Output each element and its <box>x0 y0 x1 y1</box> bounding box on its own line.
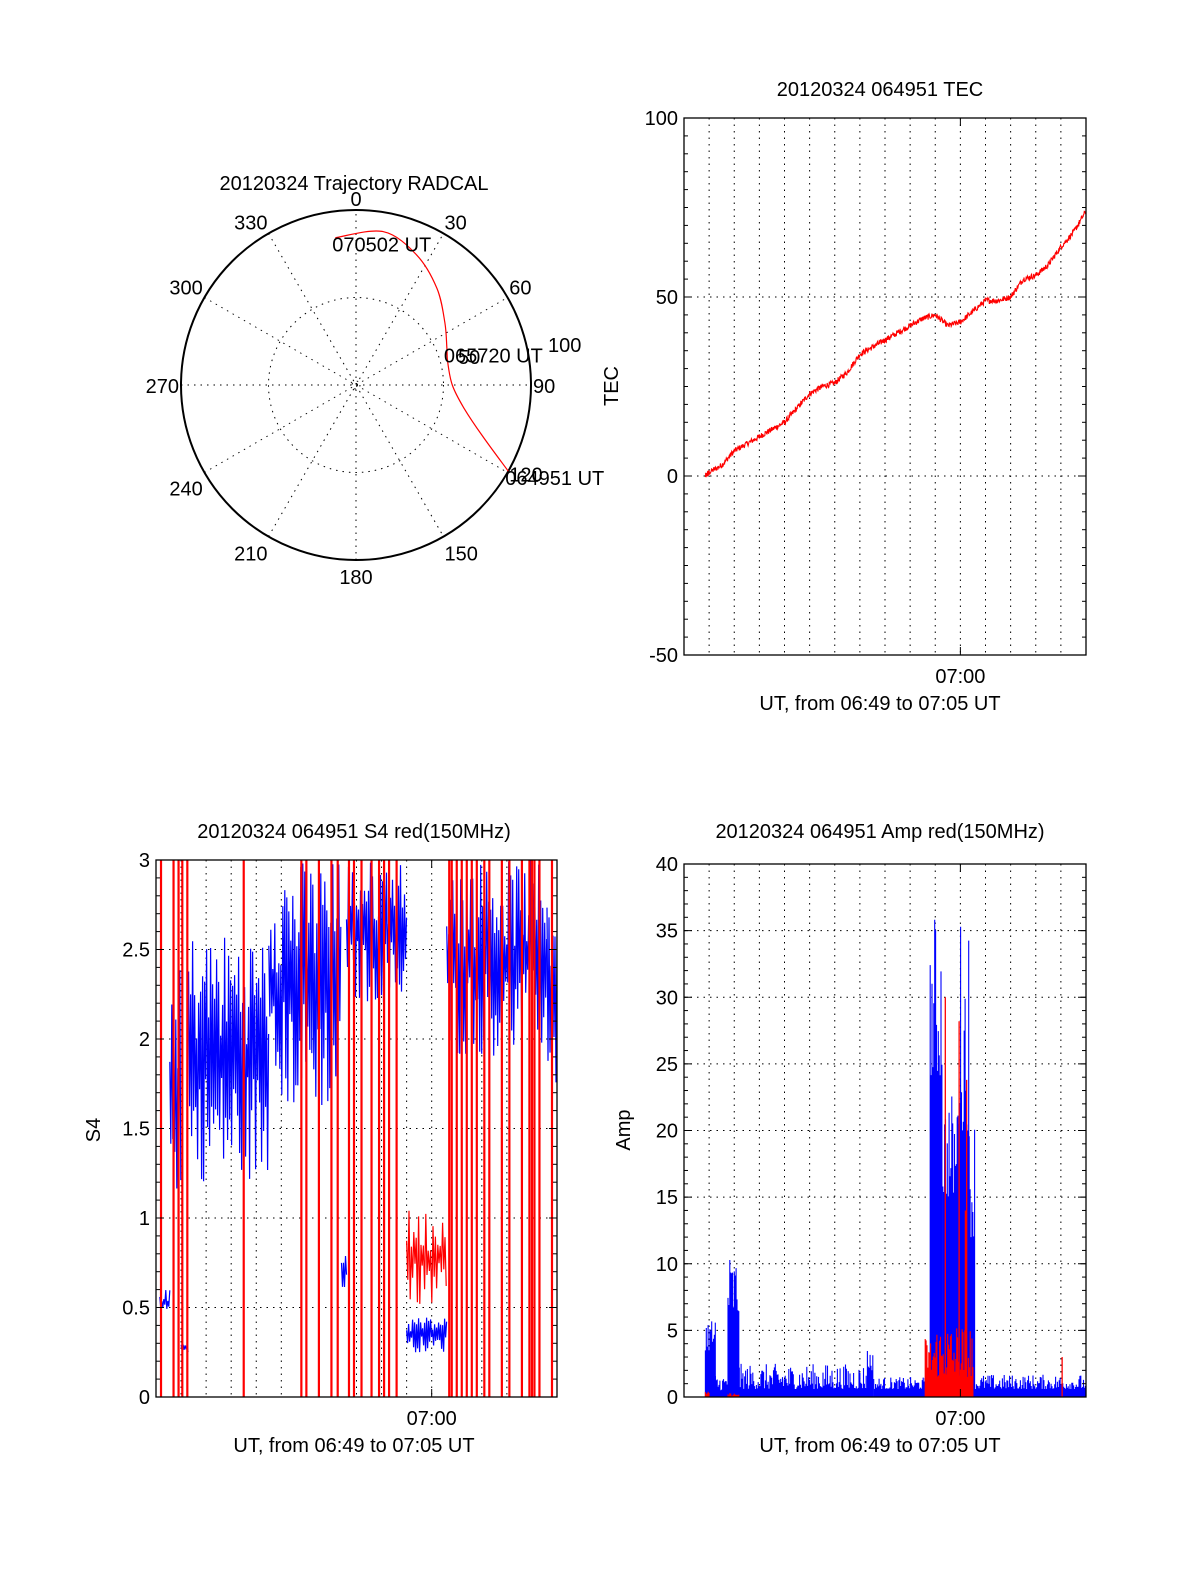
amp-data <box>704 919 1086 1397</box>
tec-title: 20120324 064951 TEC <box>777 79 983 101</box>
polar-angle-label: 120 <box>509 465 542 487</box>
trajectory-path-group <box>335 230 509 472</box>
y-tick-label: 2 <box>139 1029 150 1051</box>
polar-angle-label: 60 <box>509 278 531 300</box>
y-tick-label: 100 <box>645 108 678 130</box>
polar-grid <box>180 209 532 561</box>
y-tick-label: 40 <box>656 854 678 876</box>
polar-angle-label: 150 <box>445 543 478 565</box>
polar-angle-label: 240 <box>169 479 202 501</box>
y-tick-label: 25 <box>656 1054 678 1076</box>
trajectory-title: 20120324 Trajectory RADCAL <box>219 173 488 195</box>
y-tick-label: 0 <box>667 1387 678 1409</box>
polar-angle-label: 30 <box>445 213 467 235</box>
y-tick-label: 1 <box>139 1208 150 1230</box>
polar-angle-labels: 0 30 60 90 120 150 180 210 240 270 300 330 <box>146 189 556 589</box>
polar-angle-label: 210 <box>234 543 267 565</box>
amp-blue-series <box>704 1321 716 1397</box>
amp-blue-series <box>727 1260 740 1397</box>
amp-grid <box>684 864 1086 1397</box>
x-tick-label: 07:00 <box>935 666 985 688</box>
y-tick-label: 5 <box>667 1320 678 1342</box>
s4-blue-series <box>188 937 270 1182</box>
polar-angle-label: 0 <box>350 189 361 211</box>
amp-blue-series <box>873 1377 931 1397</box>
s4-title: 20120324 064951 S4 red(150MHz) <box>197 821 511 843</box>
polar-radius-label: 100 <box>548 335 581 357</box>
s4-blue-series <box>268 863 342 1106</box>
amp-ylabel: Amp <box>613 1109 635 1150</box>
amp-blue-series <box>866 1351 874 1397</box>
y-tick-label: 15 <box>656 1187 678 1209</box>
tec-ylabel: TEC <box>601 366 623 406</box>
amp-blue-series <box>968 1129 976 1397</box>
y-tick-label: 10 <box>656 1254 678 1276</box>
polar-angle-label: 330 <box>234 213 267 235</box>
tec-xlabel: UT, from 06:49 to 07:05 UT <box>759 693 1000 715</box>
y-tick-label: 0 <box>139 1387 150 1409</box>
x-tick-label: 07:00 <box>407 1408 457 1430</box>
tec-axes: -50 0 50 100 07:00 <box>645 108 1087 688</box>
tec-plot: 20120324 064951 TEC TEC UT, from 06:49 t… <box>601 79 1087 715</box>
polar-center-mark <box>351 380 361 390</box>
amp-plot: 20120324 064951 Amp red(150MHz) Amp UT, … <box>613 821 1087 1457</box>
s4-axes: 0 0.5 1 1.5 2 2.5 3 07:00 <box>122 850 558 1430</box>
y-tick-label: 0.5 <box>122 1298 150 1320</box>
polar-angle-label: 300 <box>169 278 202 300</box>
y-tick-label: 0 <box>667 466 678 488</box>
trajectory-time-label: 070502 UT <box>332 235 431 257</box>
y-tick-label: 1.5 <box>122 1119 150 1141</box>
y-tick-label: 35 <box>656 921 678 943</box>
tec-grid <box>684 118 1086 655</box>
trajectory-annotations: 064951 UT 065720 UT 070502 UT <box>332 235 604 490</box>
amp-red-series <box>924 1339 932 1397</box>
tec-data <box>704 210 1086 478</box>
trajectory-path <box>335 230 509 472</box>
amp-xlabel: UT, from 06:49 to 07:05 UT <box>759 1435 1000 1457</box>
s4-blue-series <box>406 1317 448 1353</box>
tec-series-line <box>704 210 1086 478</box>
polar-radius-label: 50 <box>458 347 480 369</box>
y-tick-label: -50 <box>649 645 678 667</box>
y-tick-label: 2.5 <box>122 940 150 962</box>
amp-blue-series <box>974 1374 1086 1397</box>
amp-blue-series <box>714 1376 728 1397</box>
polar-angle-label: 180 <box>339 567 372 589</box>
polar-angle-label: 270 <box>146 376 179 398</box>
amp-blue-series <box>929 919 943 1397</box>
y-tick-label: 50 <box>656 287 678 309</box>
trajectory-time-label: 065720 UT <box>444 345 543 367</box>
trajectory-time-label: 064951 UT <box>505 468 604 490</box>
s4-data <box>159 860 557 1397</box>
y-tick-label: 30 <box>656 987 678 1009</box>
s4-xlabel: UT, from 06:49 to 07:05 UT <box>233 1435 474 1457</box>
x-tick-label: 07:00 <box>935 1408 985 1430</box>
trajectory-polar-plot: 20120324 Trajectory RADCAL 0 30 60 90 120 150… <box>146 173 605 589</box>
amp-blue-series <box>738 1363 868 1397</box>
y-tick-label: 20 <box>656 1121 678 1143</box>
polar-grid-circle-50 <box>268 297 444 473</box>
s4-plot: 20120324 064951 S4 red(150MHz) S4 UT, fr… <box>83 821 558 1457</box>
s4-red-series <box>406 1210 447 1304</box>
polar-angle-label: 90 <box>533 376 555 398</box>
amp-red-series <box>704 1391 710 1397</box>
s4-blue-series <box>340 1255 348 1288</box>
y-tick-label: 3 <box>139 850 150 872</box>
amp-axes: 0 5 10 15 20 25 30 35 40 07:00 <box>656 854 1087 1430</box>
s4-ylabel: S4 <box>83 1118 105 1142</box>
amp-title: 20120324 064951 Amp red(150MHz) <box>715 821 1044 843</box>
amp-red-series <box>727 1393 740 1397</box>
polar-radius-labels: 50 100 <box>458 335 581 369</box>
